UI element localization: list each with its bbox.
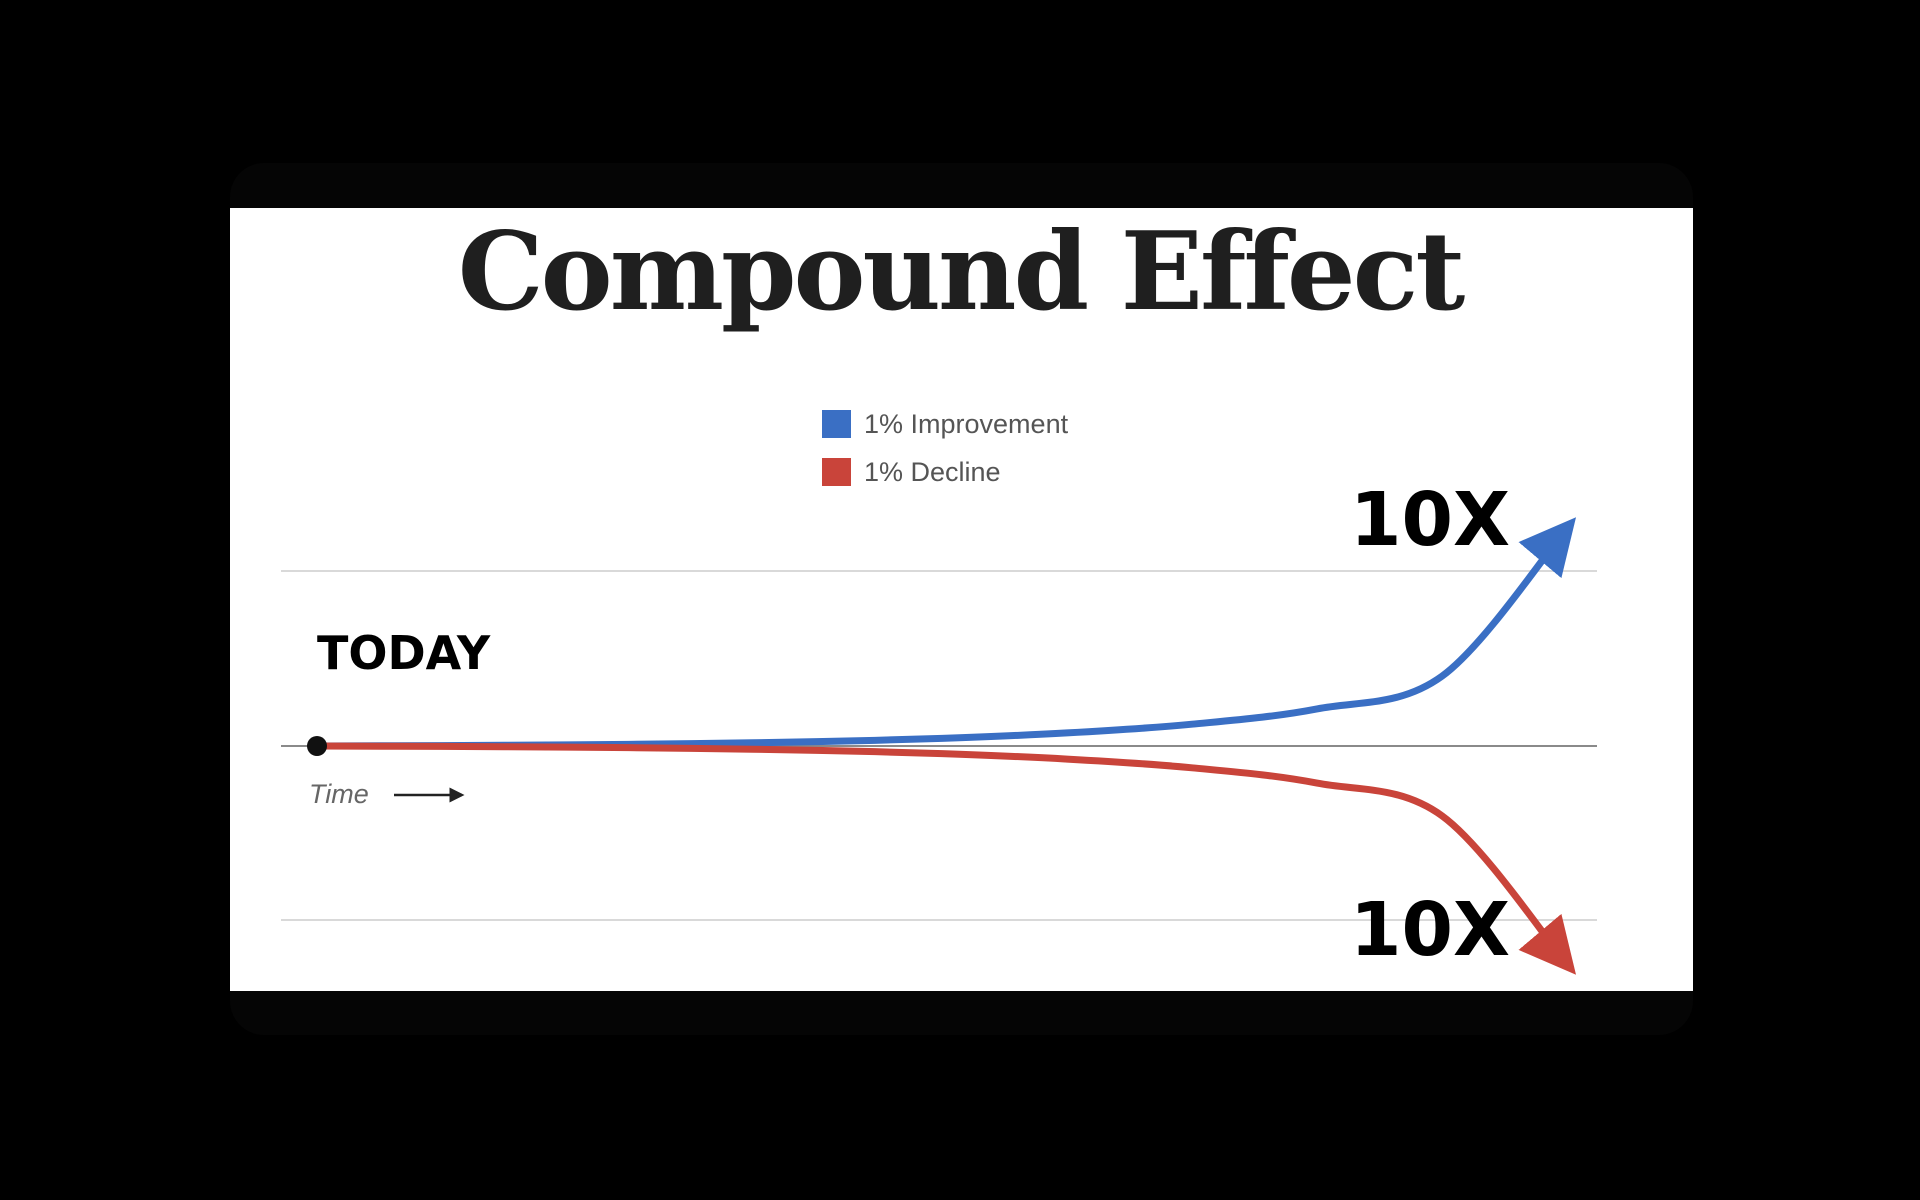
legend-label-improvement: 1% Improvement — [864, 409, 1069, 439]
start-point-marker — [307, 736, 327, 756]
legend: 1% Improvement 1% Decline — [822, 409, 1069, 487]
legend-swatch-decline — [822, 458, 851, 486]
chart-card — [230, 208, 1693, 991]
decline-end-label: 10X — [1350, 887, 1510, 973]
chart-title: Compound Effect — [457, 209, 1466, 335]
improvement-end-label: 10X — [1350, 477, 1510, 563]
series-line-decline — [313, 742, 1577, 975]
x-axis-label: Time — [309, 779, 369, 809]
legend-swatch-improvement — [822, 410, 851, 438]
legend-label-decline: 1% Decline — [864, 457, 1001, 487]
today-label: TODAY — [317, 626, 491, 680]
